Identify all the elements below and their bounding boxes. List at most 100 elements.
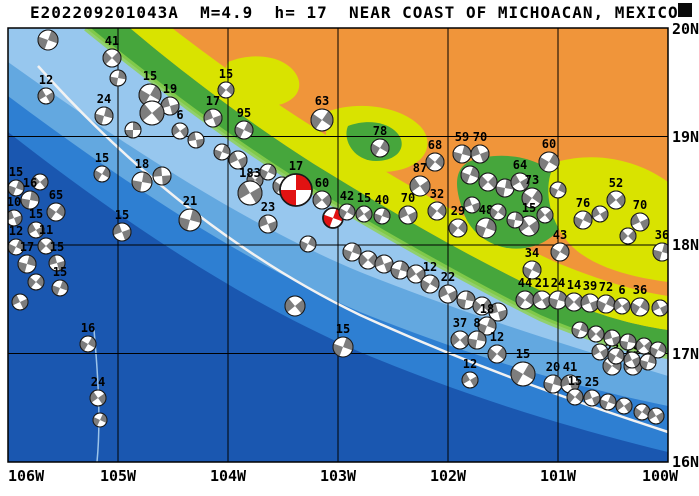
focal-mechanism-ball: 15 — [518, 201, 540, 237]
depth-label: 12 — [423, 260, 437, 274]
focal-mechanism-ball — [649, 341, 667, 359]
depth-label: 52 — [609, 176, 623, 190]
focal-mechanism-ball: 60 — [538, 137, 560, 173]
depth-label: 63 — [315, 94, 329, 108]
depth-label: 15 — [219, 67, 233, 81]
depth-label: 32 — [430, 187, 444, 201]
focal-mechanism-ball: 65 — [46, 188, 66, 222]
focal-mechanism-ball: 15 — [138, 69, 162, 107]
depth-label: 70 — [401, 191, 415, 205]
depth-label: 19 — [163, 82, 177, 96]
focal-mechanism-ball — [571, 321, 589, 339]
depth-label: 10 — [7, 195, 21, 209]
focal-mechanism-ball — [603, 329, 621, 347]
depth-label: 36 — [633, 283, 647, 297]
focal-mechanism-ball — [358, 250, 378, 270]
depth-label: 39 — [583, 279, 597, 293]
focal-mechanism-ball: 68 — [425, 138, 445, 172]
focal-mechanism-ball — [27, 273, 45, 291]
focal-mechanism-ball — [489, 203, 507, 221]
focal-mechanism-ball: 25 — [583, 375, 601, 407]
focal-mechanism-ball — [647, 407, 665, 425]
depth-label: 43 — [553, 228, 567, 242]
focal-mechanism-ball: 15 — [112, 208, 132, 242]
focal-mechanism-ball: 21 — [178, 194, 202, 232]
depth-label: 42 — [340, 189, 354, 203]
axis-labels: 106W 105W 104W 103W 102W 101W 100W 20N 19N 18N 17N… — [8, 20, 699, 485]
focal-mechanism-ball — [633, 403, 651, 421]
focal-mechanism-ball: 15 — [332, 322, 354, 358]
focal-mechanism-ball: 8 — [467, 316, 487, 350]
depth-label: 18 — [135, 157, 149, 171]
focal-mechanism-ball: 19 — [160, 82, 180, 116]
focal-mechanism-ball: 70 — [470, 130, 490, 164]
depth-label: 60 — [315, 176, 329, 190]
focal-mechanism-ball: 76 — [573, 196, 593, 230]
focal-mechanism-ball: 12 — [420, 260, 440, 294]
depth-label: 29 — [451, 204, 465, 218]
depth-label: 41 — [563, 360, 577, 374]
focal-mechanism-ball: 24 — [89, 375, 107, 407]
depth-label: 37 — [453, 316, 467, 330]
focal-mechanism-ball: 18 — [131, 157, 153, 193]
focal-mechanism-ball: 63 — [310, 94, 334, 132]
focal-mechanism-ball: 15 — [27, 207, 45, 239]
focal-mechanism-ball — [152, 166, 172, 186]
depth-label: 15 — [516, 347, 530, 361]
lon-label: 106W — [8, 467, 45, 485]
focal-mechanism-ball: 15 — [8, 165, 25, 197]
depth-label: 70 — [633, 198, 647, 212]
map-frame — [7, 27, 669, 463]
focal-mechanism-ball: 52 — [606, 176, 626, 210]
depth-label: 76 — [576, 196, 590, 210]
focal-mechanism-ball: 22 — [438, 270, 458, 304]
focal-mechanism-ball: 29 — [448, 204, 468, 238]
focal-mechanism-ball: 10 — [7, 195, 23, 227]
lon-label: 102W — [430, 467, 467, 485]
depth-label: 16 — [23, 176, 37, 190]
focal-mechanism-ball: 43 — [550, 228, 570, 262]
depth-label: 6 — [176, 108, 183, 122]
focal-mechanism-ball — [536, 206, 554, 224]
focal-mechanism-ball: 36 — [630, 283, 650, 317]
lat-label: 18N — [672, 236, 699, 254]
depth-label: 15 — [143, 69, 157, 83]
focal-mechanism-ball — [284, 295, 306, 317]
depth-label: 6 — [618, 283, 625, 297]
depth-label: 21 — [535, 276, 549, 290]
focal-mechanism-ball — [299, 235, 317, 253]
focal-mechanism-ball: 16 — [79, 321, 97, 353]
focal-mechanism-ball: 12 — [461, 357, 479, 389]
focal-mechanism-ball: 41 — [102, 34, 122, 68]
focal-mechanism-ball — [187, 131, 205, 149]
focal-mechanism-ball: 36 — [652, 228, 669, 262]
depth-label: 12 — [463, 357, 477, 371]
depth-label: 15 — [29, 207, 43, 221]
focal-mechanism-ball — [92, 412, 108, 428]
depth-label: 16 — [81, 321, 95, 335]
depth-label: 60 — [542, 137, 556, 151]
focal-mechanism-ball — [619, 227, 637, 245]
depth-label: 36 — [655, 228, 669, 242]
depth-label: 15 — [9, 165, 23, 179]
depth-label: 64 — [513, 158, 527, 172]
lat-label: 19N — [672, 128, 699, 146]
plot-title: E202209201043A M=4.9 h= 17 NEAR COAST OF… — [30, 3, 679, 22]
focal-mechanism-ball: 64 — [510, 158, 530, 192]
focal-mechanism-ball: 21 — [532, 276, 552, 310]
focal-mechanism-ball: 78 — [370, 124, 390, 158]
focal-mechanism-ball: 16 — [20, 176, 40, 210]
focal-mechanism-ball — [342, 242, 362, 262]
depth-label: 87 — [413, 161, 427, 175]
focal-mechanism-ball: 15 — [51, 265, 69, 297]
focal-mechanism-ball: 11 — [37, 223, 55, 255]
depth-label: 15 — [50, 240, 64, 254]
depth-label: 48 — [479, 203, 493, 217]
depth-label: 15 — [357, 191, 371, 205]
focal-mechanism-ball — [228, 150, 248, 170]
depth-label: 12 — [39, 73, 53, 87]
focal-mechanism-ball: 18 — [477, 302, 497, 336]
focal-mechanism-ball: 32 — [427, 187, 447, 221]
